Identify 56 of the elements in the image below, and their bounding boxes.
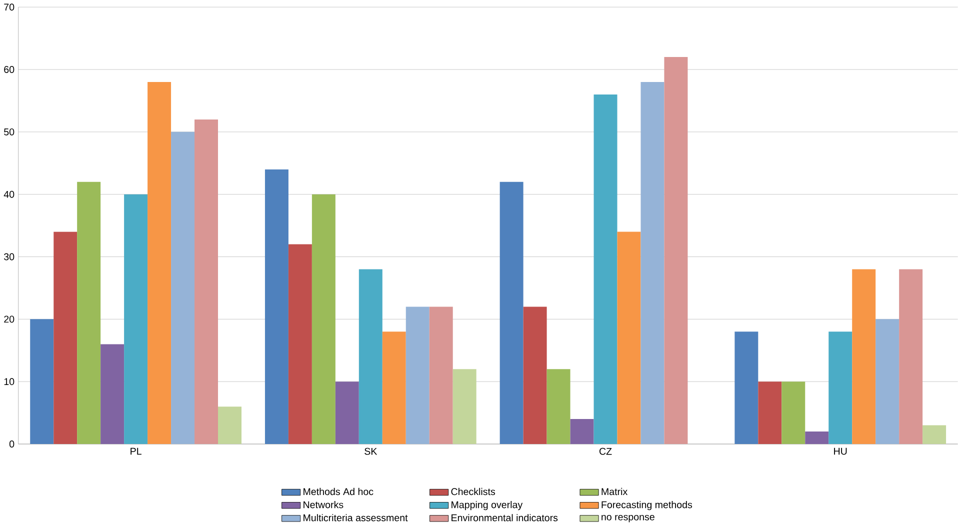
bar (758, 382, 782, 444)
y-tick-label: 70 (4, 4, 14, 10)
bar (828, 332, 852, 444)
legend-label: Environmental indicators (452, 514, 558, 522)
bar (594, 94, 618, 444)
y-tick-label: 50 (4, 128, 14, 136)
x-tick-label: SK (364, 448, 378, 455)
legend-label: no response (602, 514, 654, 522)
x-tick-label: PL (130, 448, 142, 455)
legend-label: Mapping overlay (452, 500, 523, 510)
y-tick-label: 0 (9, 440, 14, 448)
bar (922, 425, 946, 444)
y-tick-label: 20 (4, 316, 14, 323)
legend-label: Matrix (602, 488, 628, 496)
bar (194, 119, 218, 444)
bar (876, 319, 900, 444)
bar (264, 169, 288, 444)
bar (782, 382, 806, 444)
bar (664, 56, 688, 444)
x-tick-label: HU (834, 448, 847, 455)
bar (406, 306, 430, 444)
bar (30, 319, 54, 444)
legend-label: Networks (304, 500, 344, 508)
bar (358, 269, 382, 444)
y-tick-label: 30 (4, 253, 14, 260)
bar (54, 232, 78, 444)
y-tick-label: 60 (4, 66, 14, 73)
bar (312, 194, 336, 444)
bar (148, 82, 172, 444)
bar (288, 244, 312, 444)
bar (100, 344, 124, 444)
bar (124, 194, 148, 444)
bar (218, 406, 242, 444)
bar (382, 332, 406, 444)
legend-label: Checklists (451, 488, 496, 496)
x-tick-label: CZ (599, 448, 612, 455)
bar (452, 369, 476, 444)
legend-label: Forecasting methods (602, 500, 692, 510)
bar (77, 182, 101, 444)
bar (734, 332, 758, 444)
bar (640, 82, 664, 444)
bar (335, 382, 359, 444)
bar (429, 306, 453, 444)
y-tick-label: 10 (4, 378, 14, 385)
bar (852, 269, 876, 444)
legend-label: Methods Ad hoc (304, 488, 374, 496)
y-tick-label: 40 (4, 190, 14, 198)
bar (523, 306, 547, 444)
bar (570, 418, 594, 444)
bar (899, 269, 923, 444)
legend-label: Multicriteria assessment (304, 514, 408, 522)
bar (805, 431, 829, 444)
bar (500, 182, 524, 444)
bar (617, 232, 641, 444)
bar (546, 369, 570, 444)
bar (171, 132, 195, 444)
